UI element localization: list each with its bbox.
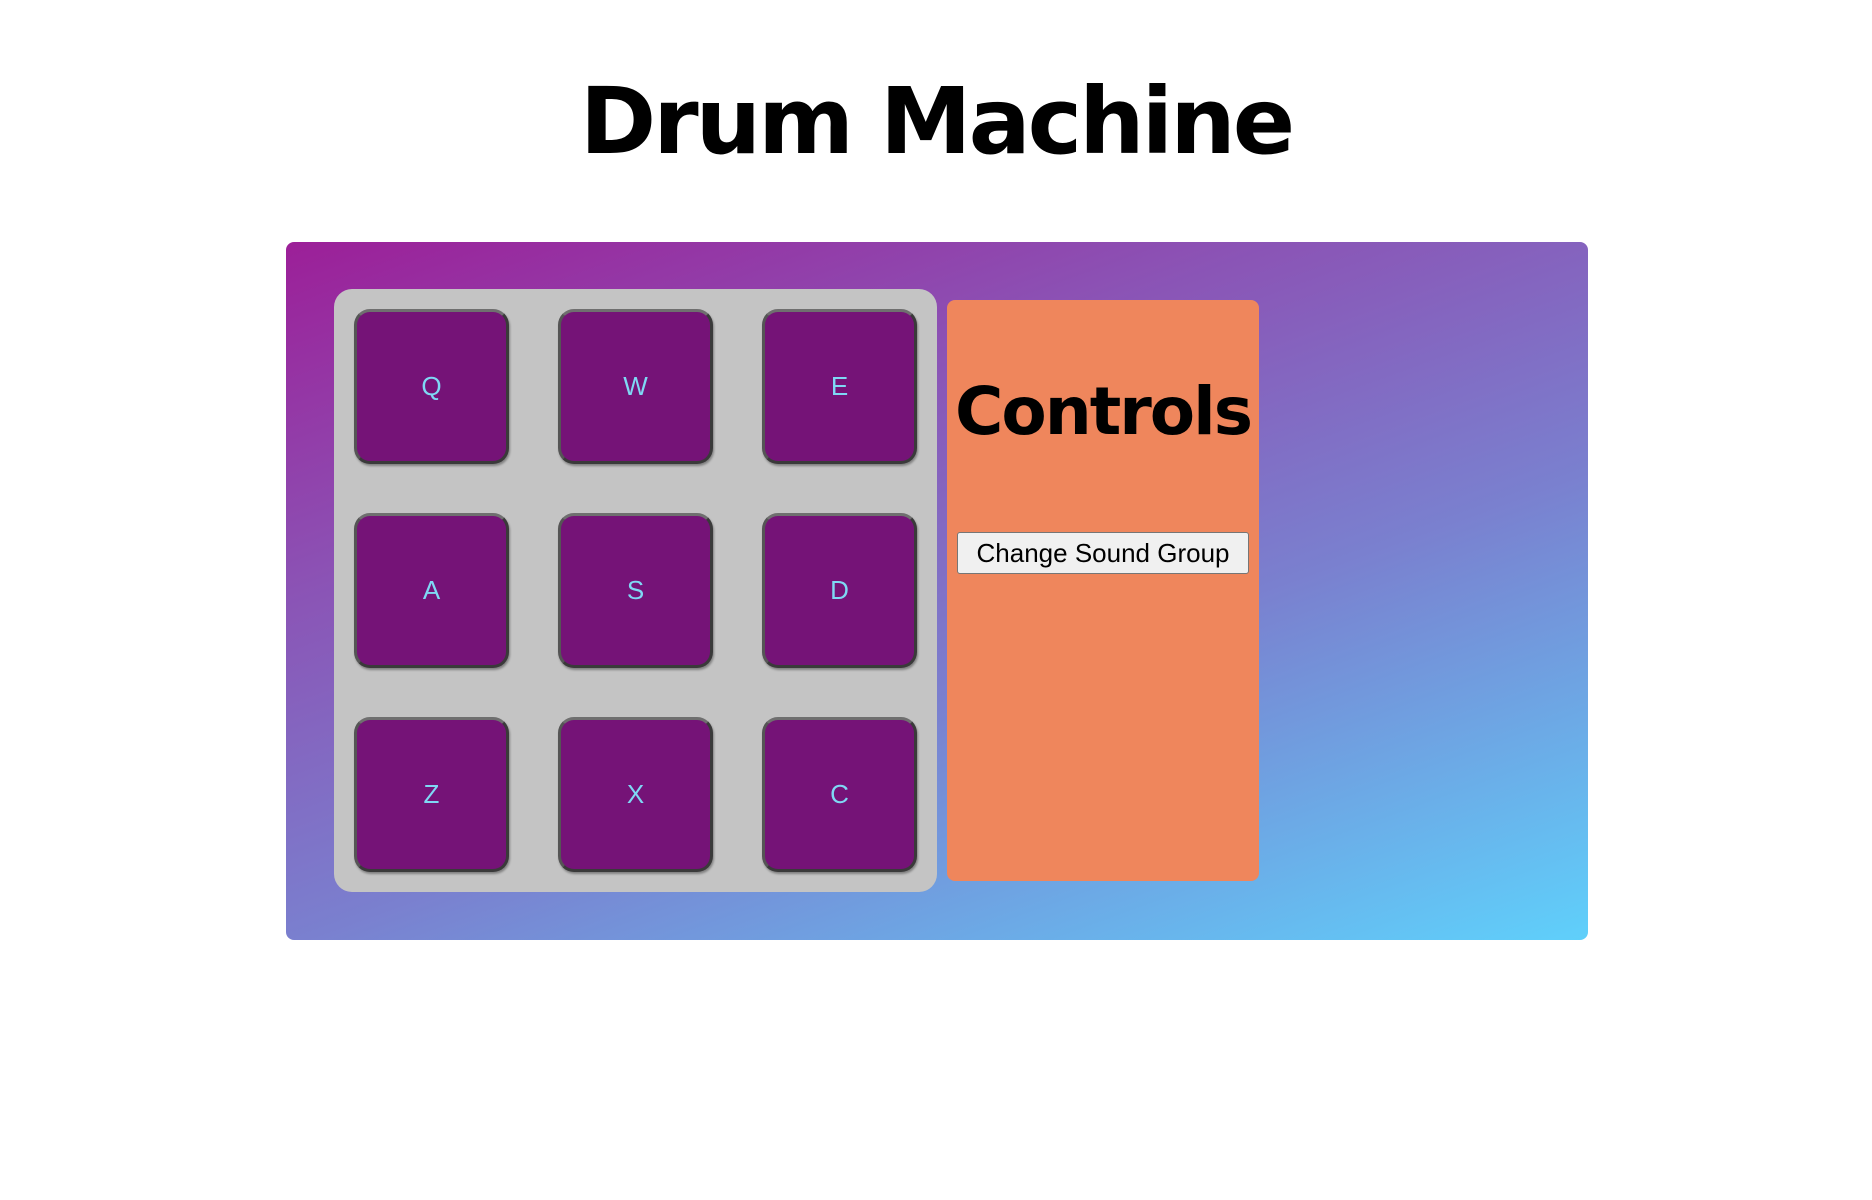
drum-pad-d[interactable]: D	[762, 513, 917, 668]
drum-pad-a[interactable]: A	[354, 513, 509, 668]
pad-bank: Q W E A S D Z X C	[334, 289, 937, 892]
drum-pad-s[interactable]: S	[558, 513, 713, 668]
drum-pad-c[interactable]: C	[762, 717, 917, 872]
drum-pad-z[interactable]: Z	[354, 717, 509, 872]
change-sound-group-button[interactable]: Change Sound Group	[957, 532, 1249, 574]
controls-panel: Controls Change Sound Group	[947, 300, 1259, 881]
drum-machine: Q W E A S D Z X C Controls Change Sound …	[286, 242, 1588, 940]
drum-pad-w[interactable]: W	[558, 309, 713, 464]
controls-title: Controls	[954, 373, 1253, 450]
page-title: Drum Machine	[579, 68, 1295, 175]
drum-pad-q[interactable]: Q	[354, 309, 509, 464]
drum-pad-x[interactable]: X	[558, 717, 713, 872]
drum-pad-e[interactable]: E	[762, 309, 917, 464]
